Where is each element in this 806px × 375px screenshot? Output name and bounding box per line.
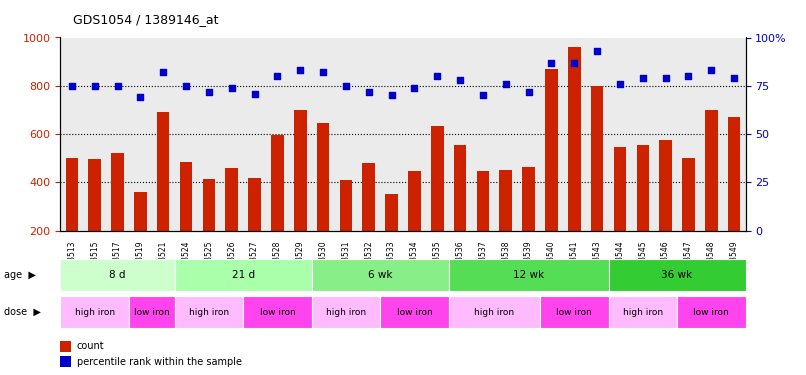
Point: [728, 75, 741, 81]
Bar: [180, 162, 193, 231]
Bar: [540, 296, 609, 328]
Text: count: count: [77, 341, 104, 351]
Bar: [637, 145, 649, 231]
Point: [659, 75, 672, 81]
Text: percentile rank within the sample: percentile rank within the sample: [77, 357, 242, 367]
Bar: [129, 296, 175, 328]
Bar: [60, 356, 71, 367]
Point: [180, 83, 193, 89]
Bar: [728, 117, 741, 231]
Point: [134, 94, 147, 100]
Bar: [243, 296, 312, 328]
Bar: [609, 296, 677, 328]
Bar: [385, 194, 398, 231]
Point: [65, 83, 78, 89]
Bar: [454, 145, 467, 231]
Point: [591, 48, 604, 54]
Text: 6 wk: 6 wk: [368, 270, 393, 280]
Text: low iron: low iron: [397, 308, 432, 316]
Text: 8 d: 8 d: [110, 270, 126, 280]
Bar: [613, 147, 626, 231]
Text: age  ▶: age ▶: [4, 270, 36, 280]
Bar: [659, 140, 672, 231]
Text: low iron: low iron: [260, 308, 295, 316]
Point: [430, 73, 443, 79]
Bar: [339, 180, 352, 231]
Bar: [408, 171, 421, 231]
Point: [111, 83, 124, 89]
Bar: [363, 163, 375, 231]
Point: [408, 85, 421, 91]
Bar: [317, 123, 330, 231]
Text: high iron: high iron: [474, 308, 514, 316]
Point: [156, 69, 169, 75]
Text: high iron: high iron: [623, 308, 663, 316]
Point: [225, 85, 239, 91]
Point: [248, 90, 261, 96]
Bar: [294, 110, 306, 231]
Text: 21 d: 21 d: [231, 270, 255, 280]
Bar: [500, 170, 512, 231]
Point: [385, 93, 398, 99]
Bar: [111, 153, 124, 231]
Bar: [476, 171, 489, 231]
Point: [454, 77, 467, 83]
Bar: [271, 135, 284, 231]
Bar: [312, 296, 380, 328]
Bar: [60, 259, 175, 291]
Bar: [60, 296, 129, 328]
Bar: [705, 110, 717, 231]
Point: [522, 88, 535, 94]
Bar: [522, 166, 535, 231]
Bar: [677, 296, 746, 328]
Bar: [312, 259, 449, 291]
Point: [613, 81, 626, 87]
Bar: [60, 341, 71, 352]
Text: 36 wk: 36 wk: [662, 270, 692, 280]
Text: GDS1054 / 1389146_at: GDS1054 / 1389146_at: [73, 13, 218, 26]
Bar: [65, 158, 78, 231]
Bar: [609, 259, 746, 291]
Bar: [545, 69, 558, 231]
Point: [339, 83, 352, 89]
Bar: [568, 47, 580, 231]
Point: [567, 60, 580, 66]
Point: [88, 83, 101, 89]
Point: [202, 88, 215, 94]
Bar: [431, 126, 443, 231]
Bar: [449, 259, 609, 291]
Point: [271, 73, 284, 79]
Point: [476, 93, 489, 99]
Bar: [175, 296, 243, 328]
Bar: [682, 158, 695, 231]
Bar: [449, 296, 540, 328]
Bar: [157, 112, 169, 231]
Point: [704, 68, 717, 74]
Bar: [134, 192, 147, 231]
Text: 12 wk: 12 wk: [513, 270, 544, 280]
Bar: [591, 86, 604, 231]
Point: [317, 69, 330, 75]
Point: [293, 68, 306, 74]
Point: [362, 88, 375, 94]
Text: high iron: high iron: [75, 308, 114, 316]
Bar: [380, 296, 449, 328]
Bar: [175, 259, 312, 291]
Bar: [248, 177, 261, 231]
Bar: [202, 179, 215, 231]
Point: [682, 73, 695, 79]
Point: [545, 60, 558, 66]
Text: high iron: high iron: [189, 308, 229, 316]
Text: dose  ▶: dose ▶: [4, 307, 41, 317]
Point: [499, 81, 513, 87]
Text: low iron: low iron: [693, 308, 729, 316]
Text: low iron: low iron: [134, 308, 170, 316]
Text: high iron: high iron: [326, 308, 366, 316]
Bar: [89, 159, 101, 231]
Text: low iron: low iron: [556, 308, 592, 316]
Bar: [226, 168, 238, 231]
Point: [636, 75, 649, 81]
